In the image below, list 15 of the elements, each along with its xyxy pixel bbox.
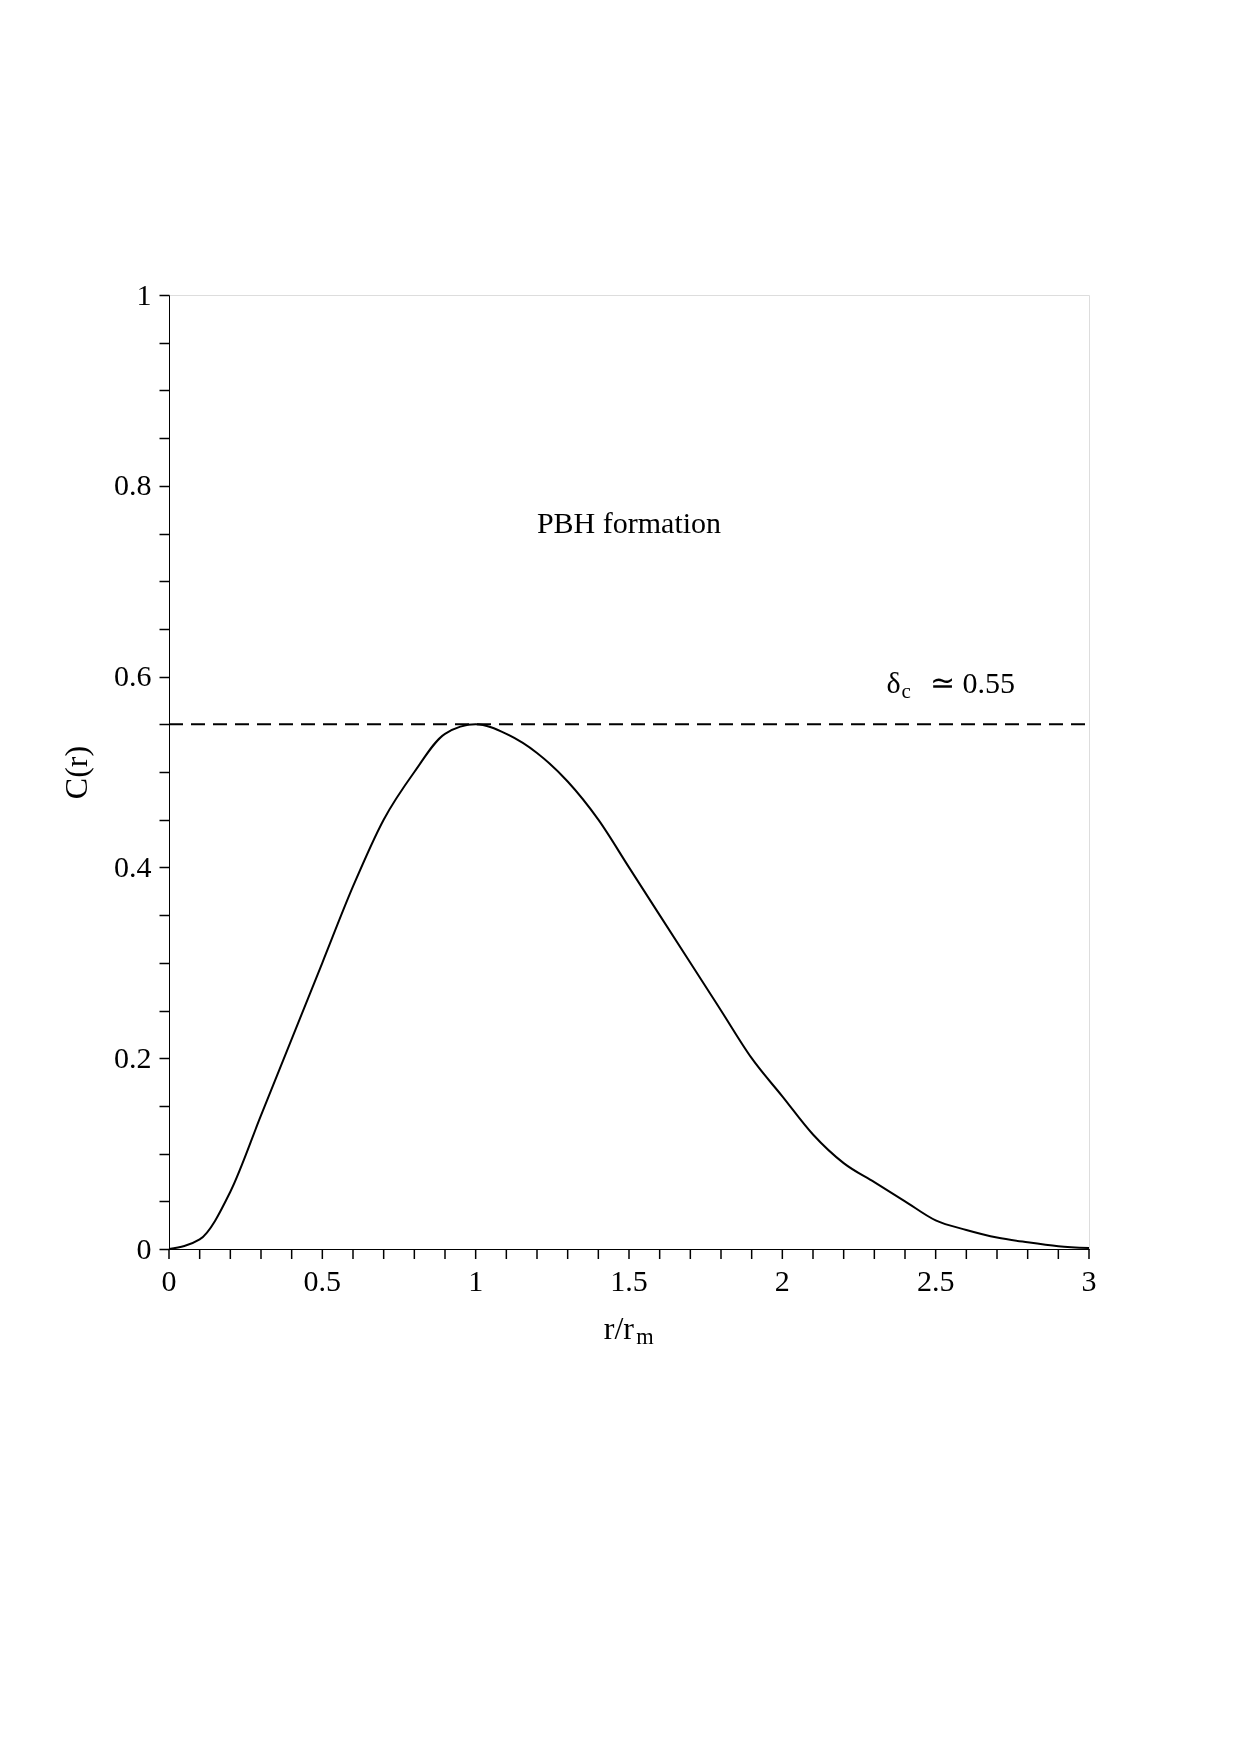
x-tick-label: 0 xyxy=(161,1264,177,1297)
x-tick-label: 1.5 xyxy=(610,1264,648,1297)
y-tick-label: 0.2 xyxy=(114,1040,152,1074)
x-tick-label: 0.5 xyxy=(303,1264,342,1297)
x-tick-label: 1 xyxy=(468,1264,484,1297)
y-axis-title: C(r) xyxy=(58,745,94,800)
x-tick-label: 3 xyxy=(1081,1264,1097,1297)
x-tick-label: 2.5 xyxy=(916,1264,955,1297)
annotation: PBH formation xyxy=(536,505,722,539)
y-tick-label: 1 xyxy=(136,277,152,311)
x-tick-label: 2 xyxy=(774,1264,790,1297)
y-tick-label: 0.4 xyxy=(114,849,152,883)
y-tick-label: 0.8 xyxy=(114,468,152,502)
y-tick-label: 0 xyxy=(136,1231,152,1265)
y-tick-label: 0.6 xyxy=(114,659,152,693)
